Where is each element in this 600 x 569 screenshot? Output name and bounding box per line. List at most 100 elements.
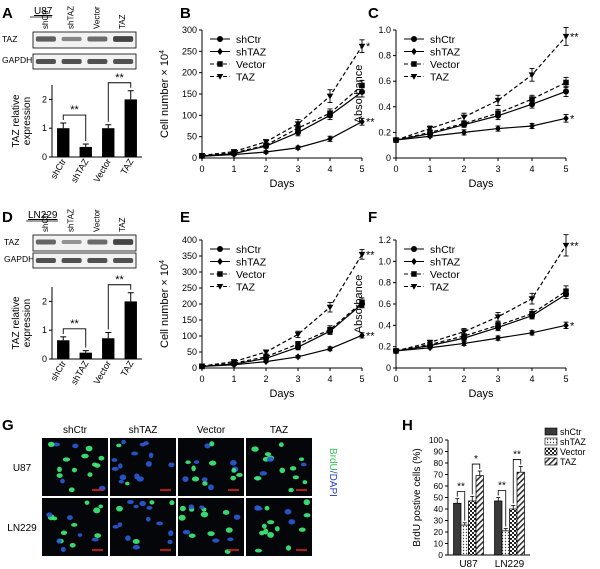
blot-band-taz (87, 36, 108, 42)
significance-marker: * (366, 41, 371, 53)
legend-swatch (544, 457, 558, 466)
nucleus-dapi (118, 463, 123, 469)
y-tick-label: 300 (182, 25, 197, 35)
significance-bracket (107, 284, 132, 330)
marker-triangle-down (528, 72, 536, 79)
western-blot-ln229: LN229 shCtr shTAZ Vector TAZ TAZ GAPDH (4, 209, 137, 269)
marker-diamond (529, 122, 535, 130)
series-line (395, 90, 567, 141)
series-line (201, 254, 363, 367)
nucleus-brdu-positive (68, 487, 75, 493)
nucleus-brdu-positive (149, 500, 155, 505)
series-line (395, 117, 567, 141)
row-label: U87 (13, 463, 32, 474)
significance-marker: ** (513, 449, 521, 460)
nucleus-brdu-positive (303, 513, 311, 518)
bar (57, 340, 70, 359)
nucleus-dapi (46, 512, 53, 518)
x-tick-label: 2 (263, 164, 268, 174)
nucleus-dapi (167, 539, 173, 545)
nucleus-brdu-positive (274, 526, 280, 532)
marker-triangle-down (326, 304, 334, 311)
x-axis-label: Days (269, 178, 295, 190)
y-tick-label: 40 (434, 504, 444, 514)
nucleus-brdu-positive (94, 533, 102, 538)
nucleus-brdu-positive (200, 511, 209, 518)
marker-diamond (411, 47, 417, 56)
marker-square (529, 310, 535, 317)
nucleus-brdu-positive (125, 481, 130, 486)
blot-row-label-taz: TAZ (4, 237, 19, 247)
marker-triangle-down (216, 284, 224, 290)
blot-strip-taz (32, 31, 137, 49)
blot-band-gapdh (35, 59, 56, 64)
y-axis-label-text: Cell number × 10 (159, 264, 171, 348)
bar (79, 146, 92, 157)
nucleus-brdu-positive (263, 528, 269, 535)
line-chart-cell-number-ln229: 0 50 100 150 200 250 300 350 400 0 1 2 3 4 5 Days Cell n… (159, 235, 375, 400)
bar (516, 471, 525, 556)
x-tick-label: LN229 (495, 559, 525, 569)
nucleus-brdu-positive (116, 505, 123, 512)
x-tick-label: 1 (231, 374, 236, 384)
marker-diamond (529, 329, 535, 337)
y-axis-label: Cell number × 104 (159, 50, 171, 138)
y-axis-label: Absorbance (353, 65, 365, 124)
blot-band-gapdh (35, 258, 56, 263)
nucleus-brdu-positive (169, 500, 175, 506)
legend-label: Vector (560, 447, 586, 457)
legend-label: TAZ (430, 72, 450, 84)
x-tick-label: 3 (495, 374, 500, 384)
marker-square (217, 61, 223, 67)
panel-letter-f: F (368, 209, 377, 226)
marker-square (495, 322, 501, 329)
marker-triangle-down (358, 43, 366, 50)
y-axis-label-text: Absorbance (353, 65, 365, 124)
nucleus-dapi (139, 500, 147, 507)
significance-marker: ** (115, 72, 124, 84)
y-tick-label: 20 (434, 527, 444, 537)
nucleus-brdu-positive (60, 530, 68, 536)
blot-strip-gapdh (32, 252, 137, 269)
nucleus-dapi (56, 538, 62, 544)
panel-letter-e: E (180, 209, 190, 226)
marker-diamond (411, 257, 417, 266)
nucleus-dapi (230, 460, 237, 466)
y-axis-label-text: Cell number × 10 (159, 54, 171, 138)
nucleus-brdu-positive (208, 460, 217, 466)
x-tick-label: shTAZ (69, 157, 91, 185)
marker-square (461, 120, 467, 127)
nucleus-brdu-positive (285, 545, 292, 551)
legend-label: Vector (236, 269, 266, 281)
legend-swatch (544, 447, 558, 456)
y-tick-label: 300 (182, 267, 197, 277)
x-tick-label: 0 (393, 164, 398, 174)
row-label: LN229 (7, 523, 37, 534)
y-tick-label: 0 (386, 153, 391, 163)
legend-label: shTAZ (236, 257, 267, 269)
marker-square (411, 271, 417, 277)
nucleus-dapi (117, 522, 123, 527)
nucleus-brdu-positive (261, 523, 267, 529)
bar (102, 128, 115, 157)
side-label-dapi: /DAPI (327, 471, 338, 497)
nucleus-brdu-positive (231, 468, 237, 473)
y-axis-label: Absorbance (353, 275, 365, 334)
nucleus-brdu-positive (289, 466, 297, 471)
marker-triangle-down (294, 331, 302, 338)
legend-label: shTAZ (236, 47, 267, 59)
nucleus-brdu-positive (207, 531, 215, 537)
marker-diamond (263, 358, 269, 366)
significance-marker: ** (366, 117, 375, 129)
side-label-brdu: BrdU (327, 448, 338, 471)
significance-marker: ** (115, 274, 124, 286)
nucleus-brdu-positive (292, 475, 299, 480)
legend-label: TAZ (236, 72, 256, 84)
nucleus-dapi (256, 506, 263, 511)
bar (79, 352, 92, 359)
marker-triangle-down (230, 149, 238, 155)
blot-band-taz (61, 239, 82, 245)
nucleus-dapi (111, 466, 119, 471)
significance-marker: ** (366, 330, 375, 342)
marker-circle (562, 88, 570, 95)
